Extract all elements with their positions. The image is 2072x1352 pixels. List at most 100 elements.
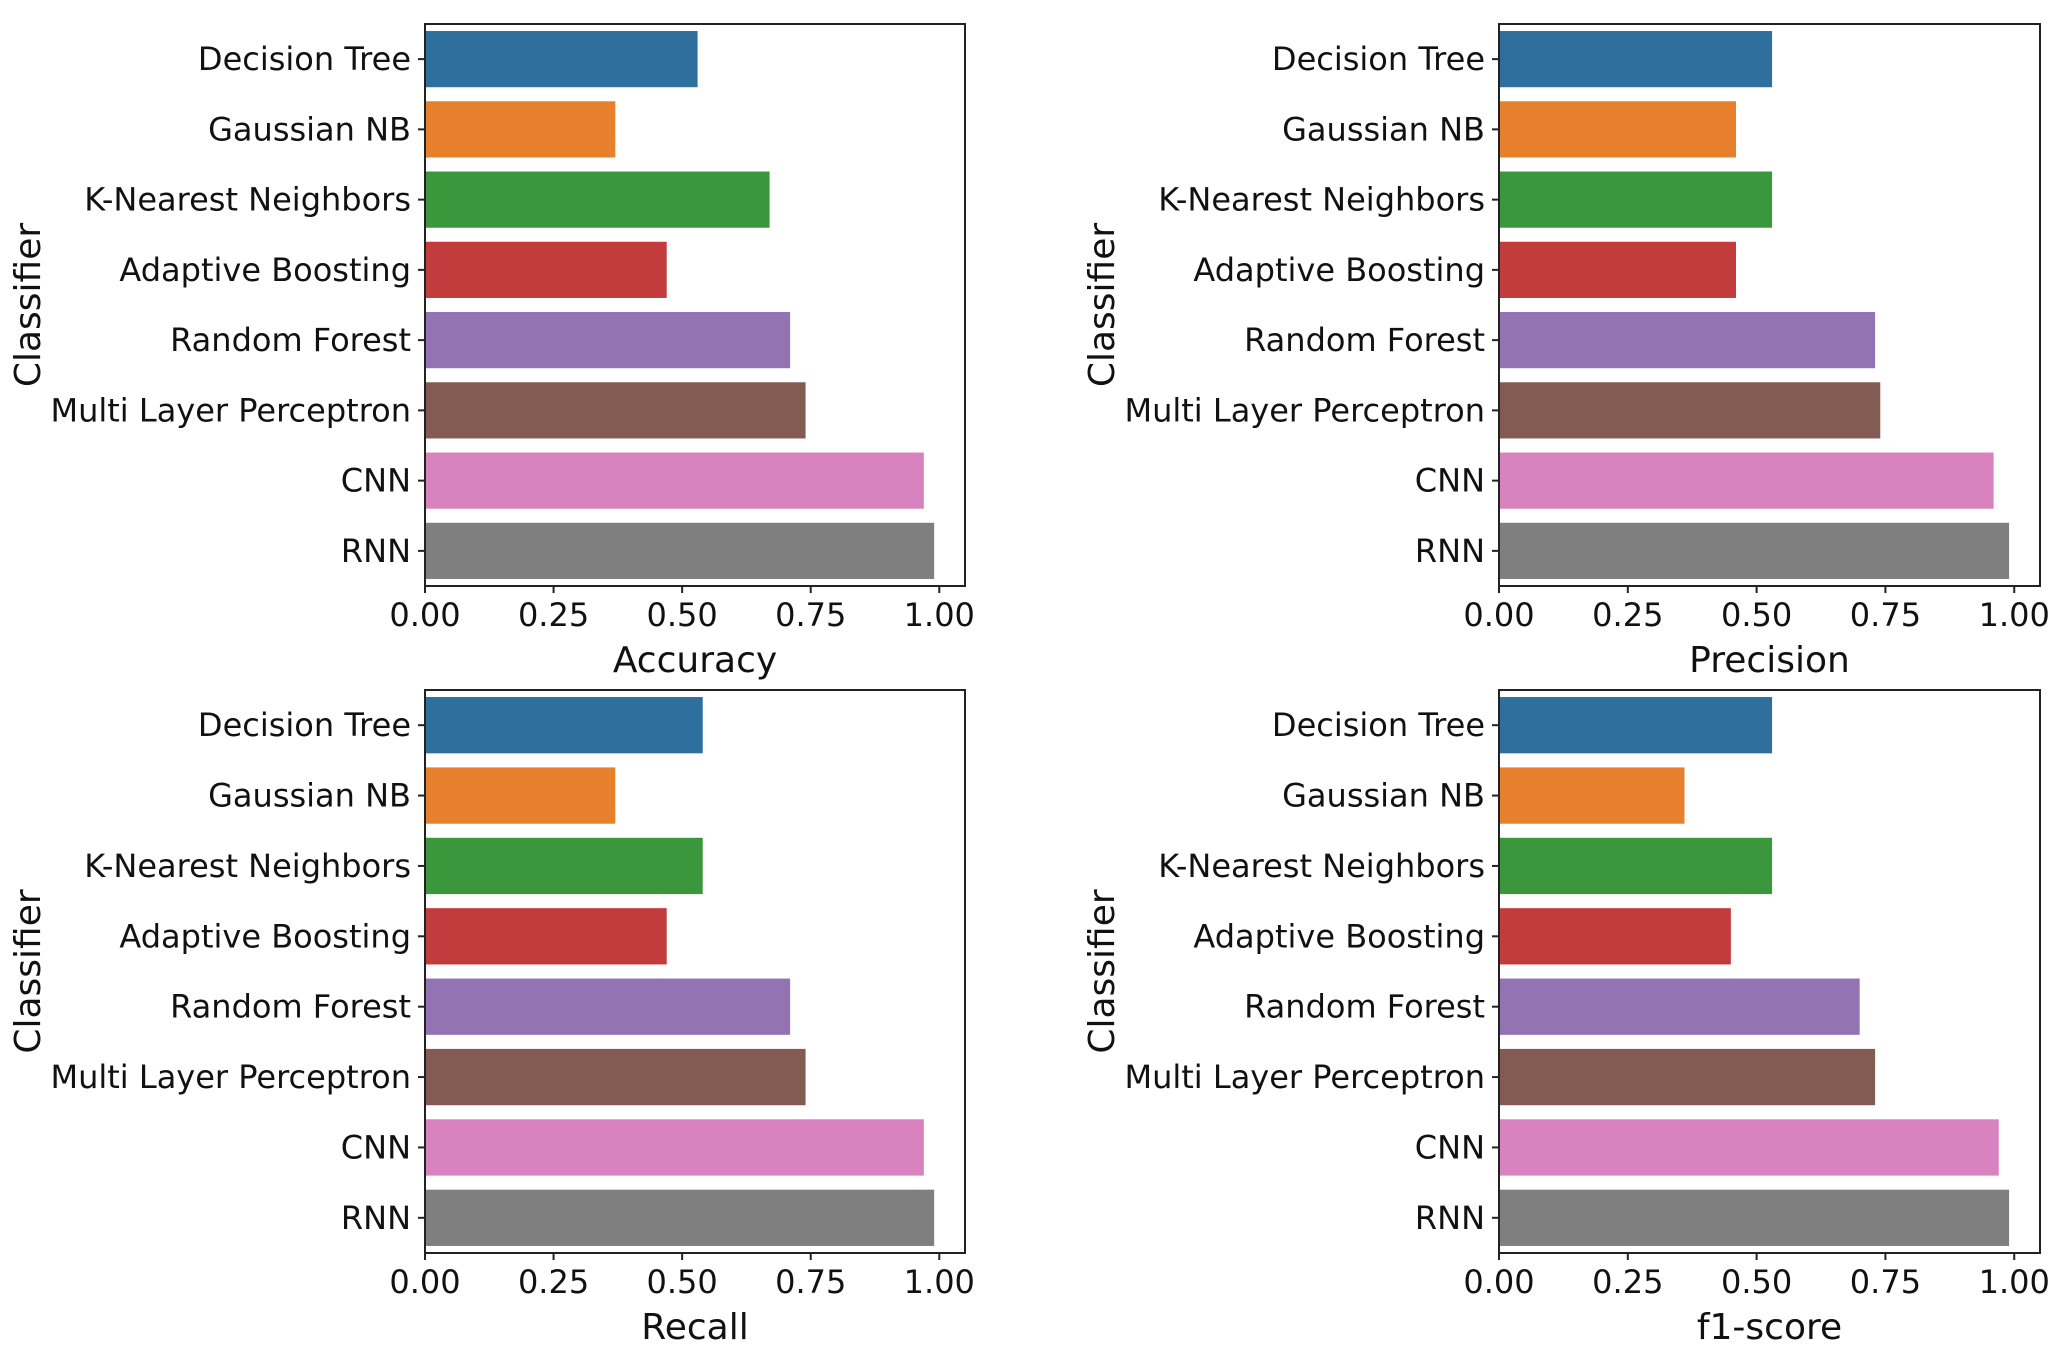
bar-rnn bbox=[425, 522, 935, 579]
bar-adaptive-boosting bbox=[425, 908, 667, 965]
bar-gaussian-nb bbox=[1499, 767, 1685, 824]
bar-adaptive-boosting bbox=[425, 241, 667, 298]
category-label: K-Nearest Neighbors bbox=[1158, 847, 1485, 885]
bar-k-nearest-neighbors bbox=[1499, 171, 1773, 228]
category-label: RNN bbox=[1415, 1199, 1485, 1237]
x-axis-label: f1-score bbox=[1697, 1307, 1842, 1348]
category-label: K-Nearest Neighbors bbox=[84, 181, 411, 219]
category-label: RNN bbox=[1415, 532, 1485, 570]
x-tick-label: 0.75 bbox=[1850, 1263, 1921, 1301]
x-tick-label: 0.25 bbox=[1592, 1263, 1663, 1301]
category-label: Gaussian NB bbox=[1282, 777, 1485, 815]
plot-frame bbox=[424, 689, 966, 1254]
category-label: CNN bbox=[341, 1128, 411, 1166]
category-label: Random Forest bbox=[170, 988, 411, 1026]
bar-multi-layer-perceptron bbox=[425, 382, 806, 439]
bar-cnn bbox=[425, 1119, 924, 1176]
bar-random-forest bbox=[425, 312, 791, 369]
bar-rnn bbox=[425, 1189, 935, 1246]
x-tick-label: 0.75 bbox=[775, 1263, 846, 1301]
category-label: CNN bbox=[1415, 1128, 1485, 1166]
category-label: K-Nearest Neighbors bbox=[84, 847, 411, 885]
category-label: Adaptive Boosting bbox=[119, 917, 411, 955]
bar-decision-tree bbox=[425, 31, 698, 88]
x-tick-label: 0.75 bbox=[1850, 596, 1921, 634]
bar-cnn bbox=[1499, 1119, 1999, 1176]
category-label: CNN bbox=[341, 462, 411, 500]
chart-panel-1: Decision Tree Gaussian NB K-Nearest Neighb… bbox=[8, 23, 975, 681]
category-label: K-Nearest Neighbors bbox=[1158, 181, 1485, 219]
category-label: Gaussian NB bbox=[1282, 110, 1485, 148]
x-tick-label: 0.00 bbox=[389, 1263, 460, 1301]
category-label: Decision Tree bbox=[1272, 706, 1485, 744]
bar-random-forest bbox=[1499, 312, 1876, 369]
bar-multi-layer-perceptron bbox=[425, 1048, 806, 1106]
bar-cnn bbox=[1499, 452, 1994, 509]
x-tick-label: 0.00 bbox=[389, 596, 460, 634]
y-axis-label: Classifier bbox=[1082, 223, 1123, 388]
category-label: Random Forest bbox=[1244, 321, 1485, 359]
category-label: RNN bbox=[341, 1199, 411, 1237]
bar-decision-tree bbox=[425, 697, 703, 754]
plot-frame bbox=[1498, 689, 2041, 1254]
bar-k-nearest-neighbors bbox=[425, 171, 770, 228]
chart-panel-4: Decision Tree Gaussian NB K-Nearest Neighb… bbox=[1082, 689, 2050, 1348]
bar-random-forest bbox=[1499, 978, 1860, 1035]
chart-panel-2: Decision Tree Gaussian NB K-Nearest Neighb… bbox=[1082, 23, 2050, 681]
plot-frame bbox=[1498, 23, 2041, 587]
x-tick-label: 0.50 bbox=[647, 1263, 718, 1301]
bar-multi-layer-perceptron bbox=[1499, 382, 1881, 439]
category-label: Multi Layer Perceptron bbox=[1124, 391, 1485, 429]
category-label: Multi Layer Perceptron bbox=[50, 391, 411, 429]
x-tick-label: 1.00 bbox=[1979, 596, 2050, 634]
bar-random-forest bbox=[425, 978, 791, 1035]
bar-k-nearest-neighbors bbox=[1499, 837, 1773, 895]
category-label: Decision Tree bbox=[198, 706, 411, 744]
bar-rnn bbox=[1499, 522, 2010, 579]
x-tick-label: 0.00 bbox=[1463, 596, 1534, 634]
bar-gaussian-nb bbox=[1499, 101, 1737, 158]
bar-decision-tree bbox=[1499, 697, 1773, 754]
category-label: CNN bbox=[1415, 462, 1485, 500]
bar-multi-layer-perceptron bbox=[1499, 1048, 1876, 1106]
plot-frame bbox=[424, 23, 966, 587]
category-label: Decision Tree bbox=[198, 40, 411, 78]
x-tick-label: 0.00 bbox=[1463, 1263, 1534, 1301]
category-label: Decision Tree bbox=[1272, 40, 1485, 78]
x-tick-label: 0.25 bbox=[1592, 596, 1663, 634]
category-label: Gaussian NB bbox=[208, 110, 411, 148]
y-axis-label: Classifier bbox=[8, 889, 49, 1054]
x-tick-label: 0.75 bbox=[775, 596, 846, 634]
category-label: Adaptive Boosting bbox=[1193, 917, 1485, 955]
x-tick-label: 0.50 bbox=[1721, 1263, 1792, 1301]
chart-panel-3: Decision Tree Gaussian NB K-Nearest Neighb… bbox=[8, 689, 975, 1348]
y-axis-label: Classifier bbox=[8, 223, 49, 388]
x-axis-label: Recall bbox=[641, 1307, 748, 1348]
category-label: Multi Layer Perceptron bbox=[50, 1058, 411, 1096]
bar-rnn bbox=[1499, 1189, 2010, 1246]
y-axis-label: Classifier bbox=[1082, 889, 1123, 1054]
x-tick-label: 0.25 bbox=[518, 596, 589, 634]
category-label: Multi Layer Perceptron bbox=[1124, 1058, 1485, 1096]
category-label: Random Forest bbox=[170, 321, 411, 359]
category-label: RNN bbox=[341, 532, 411, 570]
x-axis-label: Precision bbox=[1689, 640, 1850, 681]
bar-decision-tree bbox=[1499, 31, 1773, 88]
x-tick-label: 0.25 bbox=[518, 1263, 589, 1301]
bar-gaussian-nb bbox=[425, 767, 616, 824]
x-tick-label: 1.00 bbox=[904, 1263, 975, 1301]
bar-adaptive-boosting bbox=[1499, 908, 1731, 965]
x-tick-label: 0.50 bbox=[1721, 596, 1792, 634]
bar-cnn bbox=[425, 452, 924, 509]
bar-k-nearest-neighbors bbox=[425, 837, 703, 895]
bar-gaussian-nb bbox=[425, 101, 616, 158]
x-tick-label: 1.00 bbox=[1979, 1263, 2050, 1301]
category-label: Adaptive Boosting bbox=[1193, 251, 1485, 289]
bar-adaptive-boosting bbox=[1499, 241, 1737, 298]
category-label: Gaussian NB bbox=[208, 777, 411, 815]
category-label: Random Forest bbox=[1244, 988, 1485, 1026]
x-tick-label: 0.50 bbox=[647, 596, 718, 634]
x-tick-label: 1.00 bbox=[904, 596, 975, 634]
category-label: Adaptive Boosting bbox=[119, 251, 411, 289]
